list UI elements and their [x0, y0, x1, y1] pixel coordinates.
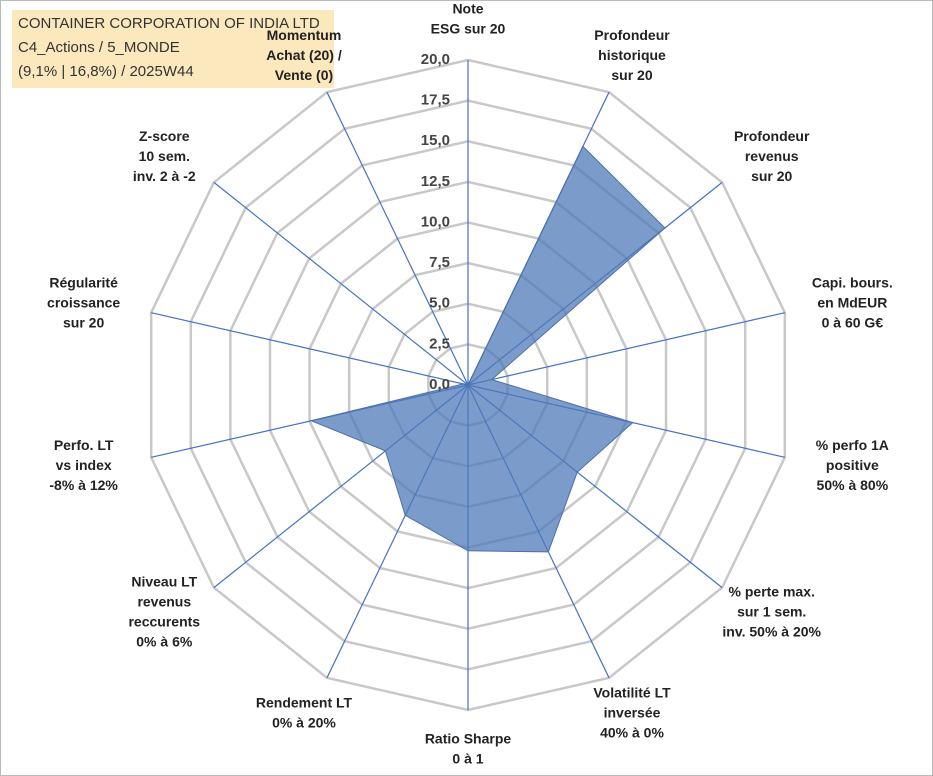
category-label: historique: [598, 47, 666, 63]
category-label: Capi. bours.: [812, 274, 893, 290]
category-label: 0% à 6%: [136, 633, 193, 649]
category-label: Vente (0): [275, 67, 333, 83]
category-label: croissance: [47, 294, 120, 310]
category-label: Achat (20) /: [266, 47, 342, 63]
category-label: sur 20: [63, 314, 104, 330]
category-label: 50% à 80%: [817, 477, 889, 493]
category-label: ESG sur 20: [431, 21, 506, 37]
category-label: positive: [826, 457, 879, 473]
header-line: CONTAINER CORPORATION OF INDIA LTD: [18, 15, 320, 32]
category-label: 0 à 1: [452, 751, 483, 767]
axis-spoke: [326, 91, 469, 386]
category-label: -8% à 12%: [49, 477, 118, 493]
category-label: sur 20: [751, 168, 792, 184]
category-label: 0 à 60 G€: [822, 314, 884, 330]
category-label: Régularité: [49, 274, 118, 290]
category-label: inv. 50% à 20%: [722, 623, 821, 639]
category-label: % perte max.: [729, 583, 815, 599]
category-label: Rendement LT: [256, 695, 353, 711]
category-label: Momentum: [267, 27, 342, 43]
tick-label: 15,0: [421, 132, 450, 149]
category-label: inversée: [604, 705, 661, 721]
tick-label: 7,5: [429, 254, 450, 271]
header-line: C4_Actions / 5_MONDE: [18, 39, 180, 56]
axis-spoke: [151, 312, 469, 386]
category-label: reccurents: [128, 613, 200, 629]
header-line: (9,1% | 16,8%) / 2025W44: [18, 63, 194, 80]
category-label: 40% à 0%: [600, 725, 664, 741]
tick-label: 17,5: [421, 92, 450, 109]
category-label: Ratio Sharpe: [425, 731, 512, 747]
tick-label: 12,5: [421, 173, 450, 190]
category-label: vs index: [56, 457, 112, 473]
category-label: inv. 2 à -2: [133, 168, 196, 184]
category-label: Profondeur: [734, 128, 810, 144]
category-label: Note: [452, 1, 483, 17]
category-label: Perfo. LT: [54, 437, 114, 453]
tick-label: 2,5: [429, 335, 450, 352]
category-label: Niveau LT: [131, 573, 197, 589]
category-label: revenus: [137, 593, 191, 609]
tick-label: 10,0: [421, 213, 450, 230]
category-label: sur 20: [611, 67, 652, 83]
category-label: 10 sem.: [139, 148, 190, 164]
category-label: Profondeur: [594, 27, 670, 43]
category-label: Z-score: [139, 128, 190, 144]
category-label: revenus: [745, 148, 799, 164]
axis-spoke: [213, 181, 469, 386]
category-label: en MdEUR: [817, 294, 887, 310]
tick-label: 5,0: [429, 295, 450, 312]
category-label: % perfo 1A: [816, 437, 889, 453]
category-label: sur 1 sem.: [737, 603, 806, 619]
tick-label: 0,0: [429, 376, 450, 393]
category-label: 0% à 20%: [272, 715, 336, 731]
header-box: [12, 10, 334, 88]
radar-area: [309, 145, 666, 553]
tick-label: 20,0: [421, 51, 450, 68]
axis-spoke: [467, 312, 785, 386]
category-label: Volatilité LT: [593, 685, 671, 701]
